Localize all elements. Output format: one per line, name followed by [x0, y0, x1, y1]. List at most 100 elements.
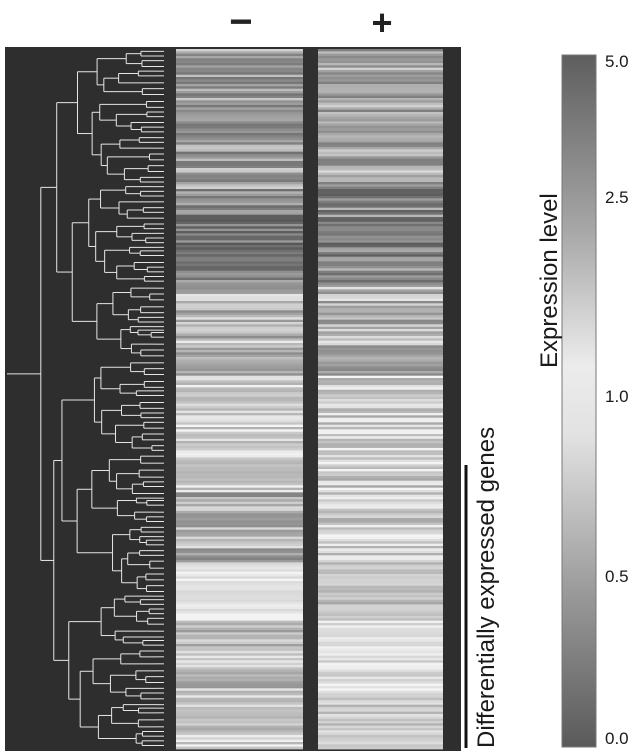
heatmap-cell-minus [176, 613, 303, 617]
heatmap-cell-minus [176, 478, 303, 482]
heatmap-cell-minus [176, 588, 303, 591]
heatmap-cell-plus [318, 485, 443, 489]
heatmap-cell-plus [318, 646, 443, 650]
heatmap-cell-plus [318, 746, 443, 750]
heatmap-cell-plus [318, 273, 443, 276]
heatmap-cell-minus [176, 137, 303, 141]
heatmap-cell-plus [318, 560, 443, 563]
heatmap-cell-minus [176, 443, 303, 447]
colorbar-tick-5.0: 5.0 [605, 52, 629, 71]
heatmap-cell-minus [176, 189, 303, 192]
heatmap-cell-minus [176, 497, 303, 500]
heatmap-cell-minus [176, 728, 303, 731]
heatmap-cell-minus [176, 700, 303, 703]
heatmap-cell-plus [318, 282, 443, 286]
heatmap-cell-plus [318, 235, 443, 239]
heatmap-cell-plus [318, 623, 443, 626]
heatmap-cell-minus [176, 336, 303, 339]
heatmap-cell-minus [176, 655, 303, 659]
heatmap-cell-minus [176, 462, 303, 465]
colorbar-tick-0.5: 0.5 [605, 567, 629, 586]
heatmap-cell-minus [176, 422, 303, 426]
heatmap-cell-minus [176, 345, 303, 349]
heatmap-cell-plus [318, 616, 443, 619]
heatmap-cell-minus [176, 193, 303, 197]
heatmap-cell-plus [318, 576, 443, 580]
heatmap-cell-plus [318, 352, 443, 356]
heatmap-cell-minus [176, 693, 303, 696]
heatmap-cell-plus [318, 527, 443, 531]
heatmap-cell-minus [176, 448, 303, 451]
heatmap-cell-minus [176, 205, 303, 209]
heatmap-cell-plus [318, 128, 443, 132]
heatmap-cell-minus [176, 308, 303, 311]
heatmap-cell-minus [176, 550, 303, 554]
heatmap-cell-minus [176, 441, 303, 444]
heatmap-cell-plus [318, 191, 443, 195]
heatmap-cell-plus [318, 361, 443, 365]
heatmap-cell-minus [176, 112, 303, 115]
heatmap-cell-plus [318, 681, 443, 685]
heatmap-cell-minus [176, 730, 303, 734]
heatmap-cell-plus [318, 347, 443, 351]
heatmap-cell-plus [318, 198, 443, 202]
heatmap-cell-minus [176, 357, 303, 360]
heatmap-cell-plus [318, 653, 443, 657]
heatmap-cell-minus [176, 646, 303, 650]
heatmap-cell-plus [318, 252, 443, 255]
heatmap-cell-plus [318, 725, 443, 729]
heatmap-cell-plus [318, 315, 443, 318]
heatmap-cell-plus [318, 422, 443, 426]
heatmap-cell-minus [176, 394, 303, 398]
heatmap-cell-minus [176, 378, 303, 381]
heatmap-cell-plus [318, 611, 443, 615]
heatmap-cell-minus [176, 648, 303, 652]
heatmap-cell-minus [176, 681, 303, 685]
heatmap-cell-minus [176, 546, 303, 549]
heatmap-cell-plus [318, 606, 443, 610]
heatmap-cell-plus [318, 728, 443, 731]
heatmap-cell-minus [176, 723, 303, 727]
heatmap-cell-plus [318, 268, 443, 272]
heatmap-cell-minus [176, 240, 303, 244]
heatmap-cell-plus [318, 74, 443, 78]
heatmap-cell-minus [176, 128, 303, 132]
heatmap-cell-plus [318, 716, 443, 720]
heatmap-cell-plus [318, 207, 443, 211]
heatmap-cell-minus [176, 77, 303, 80]
heatmap-cell-plus [318, 294, 443, 297]
heatmap-cell-plus [318, 130, 443, 134]
heatmap-cell-minus [176, 100, 303, 104]
heatmap-cell-minus [176, 282, 303, 286]
heatmap-cell-minus [176, 163, 303, 167]
heatmap-cell-plus [318, 184, 443, 188]
heatmap-cell-minus [176, 424, 303, 428]
heatmap-cell-plus [318, 49, 443, 52]
heatmap-cell-plus [318, 599, 443, 603]
heatmap-cell-minus [176, 464, 303, 468]
heatmap-cell-minus [176, 364, 303, 367]
heatmap-cell-minus [176, 154, 303, 157]
heatmap-cell-minus [176, 352, 303, 356]
heatmap-cell-plus [318, 51, 443, 55]
heatmap-cell-plus [318, 518, 443, 521]
heatmap-cell-plus [318, 345, 443, 349]
heatmap-cell-minus [176, 585, 303, 589]
row-dendrogram [7, 50, 164, 746]
heatmap-cell-plus [318, 182, 443, 185]
colorbar-label: Expression level [536, 193, 563, 368]
heatmap-cell-plus [318, 585, 443, 589]
heatmap-cell-plus [318, 144, 443, 148]
heatmap-cell-plus [318, 60, 443, 64]
heatmap-cell-plus [318, 490, 443, 493]
heatmap-cell-plus [318, 487, 443, 491]
heatmap-cell-minus [176, 639, 303, 643]
heatmap-cell-plus [318, 697, 443, 701]
heatmap-cell-minus [176, 609, 303, 612]
heatmap-cell-minus [176, 88, 303, 92]
heatmap-cell-plus [318, 515, 443, 519]
heatmap-cell-plus [318, 79, 443, 83]
heatmap-cell-minus [176, 686, 303, 689]
heatmap-cell-minus [176, 294, 303, 297]
heatmap-cell-plus [318, 168, 443, 171]
